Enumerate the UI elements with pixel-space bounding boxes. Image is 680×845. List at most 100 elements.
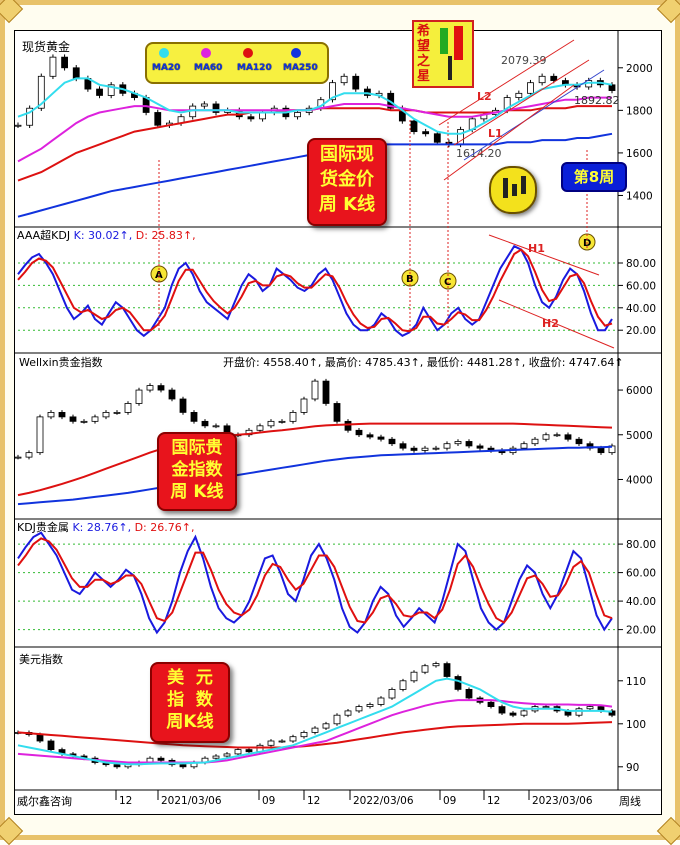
candle-body <box>340 75 348 84</box>
index-box-line: 金指数 <box>171 460 223 480</box>
candle-body <box>432 447 440 450</box>
x-tick-label: 12 <box>307 795 320 807</box>
candle-body <box>212 103 220 113</box>
kdj2-d-line <box>17 537 613 624</box>
candle-body <box>179 398 187 413</box>
index-candle <box>542 432 550 442</box>
logo-candle-green <box>440 28 448 54</box>
kdj-k-line <box>17 244 613 338</box>
y-tick-label: 2000 <box>626 63 653 75</box>
usd-candle <box>410 670 418 683</box>
gold-candle <box>515 90 523 101</box>
index-candle <box>289 410 297 424</box>
ma20-line <box>17 77 613 135</box>
trend-channel-line <box>443 84 575 181</box>
chart-border <box>14 30 662 815</box>
kdj2-d-value: D: 26.76 <box>134 521 182 534</box>
candle-body <box>542 434 550 440</box>
gold-candle <box>433 131 441 146</box>
gold-candle <box>107 82 115 99</box>
y-tick-label: 40.00 <box>626 596 656 608</box>
candle-body <box>212 425 220 428</box>
index-candle <box>69 414 77 424</box>
candle-body <box>69 416 77 422</box>
candle-body <box>364 88 371 96</box>
index-candle <box>608 443 616 455</box>
candle-body <box>399 680 407 690</box>
candle-body <box>454 441 462 445</box>
last-price-label: 1892.82 <box>574 94 620 107</box>
x-tick-label: 12 <box>487 795 500 807</box>
candle-body <box>377 436 385 440</box>
kdj-k-value: K: 30.02 <box>73 229 120 242</box>
trend-channel-line <box>488 234 600 276</box>
y-tick-label: 60.00 <box>626 280 656 292</box>
footer-right: 周线 <box>619 795 641 808</box>
candle-body <box>333 403 341 422</box>
usd-candle <box>432 661 440 668</box>
panel5-title: 美元指数 <box>19 653 63 666</box>
index-candle <box>14 454 22 460</box>
candle-body <box>553 434 561 437</box>
index-candle <box>300 396 308 415</box>
hope-star-logo: 希望之星 <box>412 20 474 88</box>
index-candle <box>256 423 264 433</box>
candle-body <box>300 398 308 413</box>
y-tick-label: 80.00 <box>626 539 656 551</box>
candle-body <box>388 438 396 445</box>
candle-body <box>36 734 44 742</box>
index-box-line: 国际贵 <box>171 438 223 458</box>
candle-body <box>289 412 297 422</box>
candle-body <box>433 133 441 143</box>
candle-body <box>311 380 319 400</box>
index-box-line: 周 K线 <box>170 482 224 502</box>
candle-body <box>399 443 407 449</box>
candle-body <box>311 727 319 733</box>
ma-legend: MA20 MA60 MA120 MA250 <box>145 42 329 84</box>
candle-body <box>575 438 583 445</box>
candle-body <box>154 112 162 126</box>
index-candle <box>564 432 572 442</box>
index-candle <box>377 434 385 442</box>
signal-marker-label: B <box>406 274 414 285</box>
gold-candle <box>96 86 103 99</box>
candle-body <box>107 84 115 96</box>
panel3-title: Wellxin贵金指数 <box>19 356 103 369</box>
index-candle <box>531 436 539 446</box>
index-ma120-line <box>17 422 613 497</box>
logo-candle-black <box>448 56 452 80</box>
frame-corner <box>0 0 24 24</box>
candle-body <box>597 447 605 454</box>
index-candle <box>201 419 209 429</box>
gold-candle <box>154 109 162 128</box>
index-candle <box>454 439 462 446</box>
gold-candle <box>352 73 360 92</box>
index-candle <box>322 378 330 406</box>
x-tick-label: 2023/03/06 <box>532 795 593 807</box>
index-candle <box>443 441 451 451</box>
index-candle <box>157 383 165 393</box>
index-candle <box>168 387 176 402</box>
index-candle <box>498 448 506 455</box>
trend-channel-line <box>498 299 615 349</box>
index-candle <box>179 396 187 415</box>
candle-body <box>465 689 473 699</box>
usd-candle <box>267 739 275 748</box>
gold-candle <box>422 128 430 137</box>
index-candle <box>58 410 66 420</box>
candle-body <box>443 443 451 449</box>
y-tick-label: 1400 <box>626 190 653 202</box>
candle-body <box>527 82 534 94</box>
index-candle <box>355 428 363 438</box>
usd-candle <box>223 751 231 758</box>
y-tick-label: 60.00 <box>626 568 656 580</box>
index-candle <box>135 387 143 406</box>
index-candle <box>102 410 110 420</box>
usd-candle <box>311 726 319 735</box>
candle-body <box>520 710 528 716</box>
candle-body <box>421 447 429 451</box>
index-candle <box>25 450 33 460</box>
usd-ma120-line <box>17 721 613 749</box>
usd-candle <box>520 708 528 718</box>
candle-body <box>47 412 55 418</box>
